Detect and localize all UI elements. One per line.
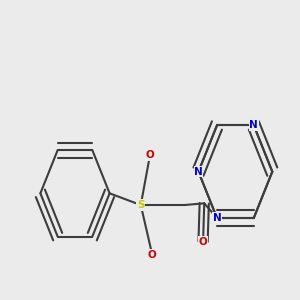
Text: O: O [148, 250, 157, 260]
Text: N: N [250, 121, 258, 130]
Text: O: O [199, 237, 208, 247]
Text: N: N [212, 213, 221, 223]
Text: O: O [146, 150, 154, 160]
Text: N: N [194, 167, 203, 177]
Text: S: S [137, 200, 145, 210]
